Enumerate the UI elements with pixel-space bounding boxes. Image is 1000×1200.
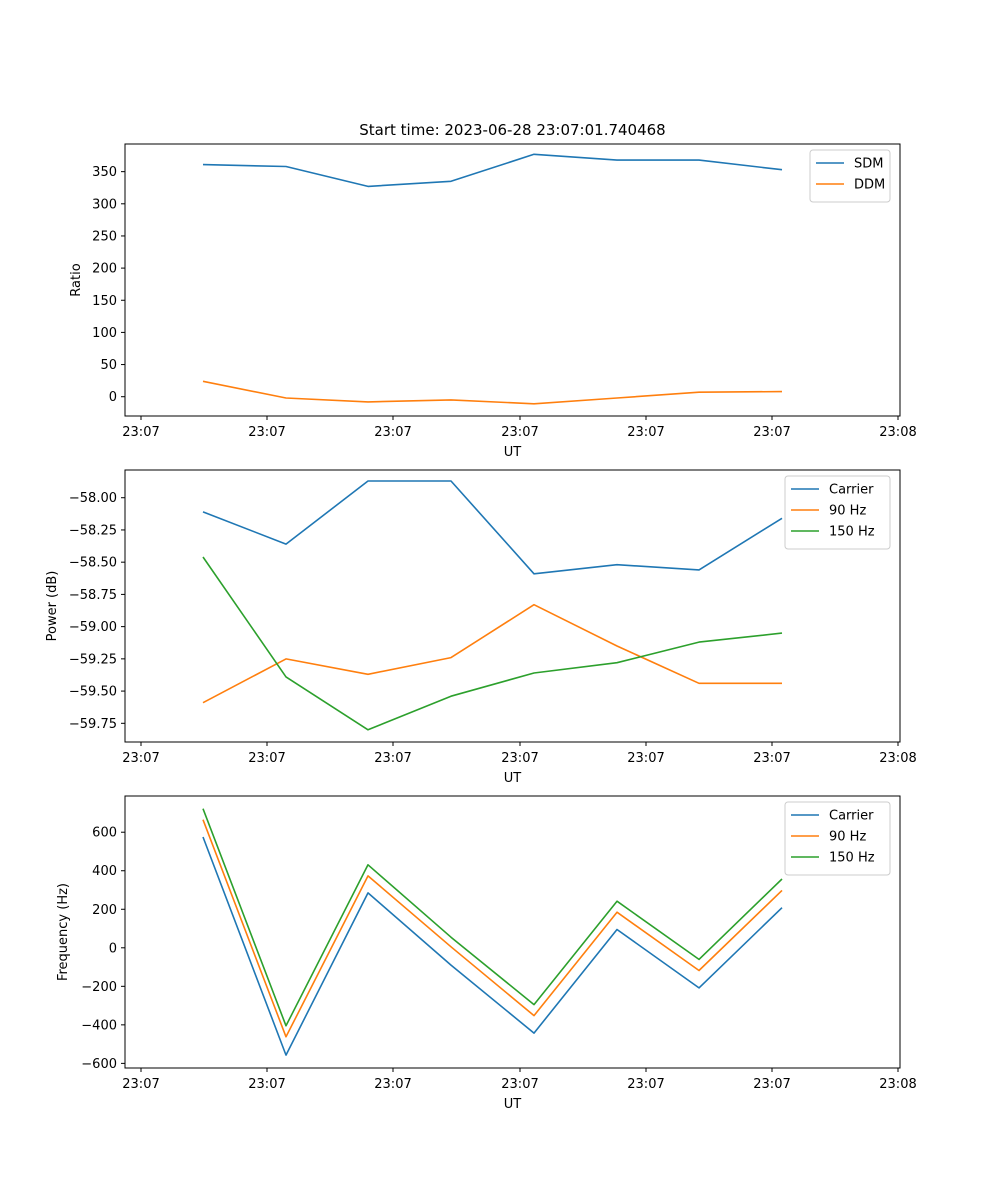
plot-frame (124, 143, 901, 417)
y-tick-label: 300 (92, 197, 117, 212)
y-tick-label: −58.25 (69, 523, 117, 538)
chart-panel-2: 23:07 23:07 23:07 23:07 23:07 23:07 23:08 −58.0… (45, 469, 917, 786)
y-tick-label: −58.75 (69, 588, 117, 603)
series-line-150-hz (202, 808, 783, 1027)
series-line-90-hz (202, 603, 782, 704)
y-tick-label: −58.50 (69, 556, 117, 571)
y-tick-label: −59.50 (69, 685, 117, 700)
legend-entry-label: 90 Hz (829, 504, 866, 519)
x-tick-label: 23:07 (501, 751, 538, 766)
y-tick-label: 150 (92, 294, 117, 309)
y-tick-label: 400 (92, 864, 117, 879)
plot-frame (124, 469, 901, 743)
y-tick-label: 50 (100, 358, 117, 373)
series-line-carrier (202, 836, 783, 1056)
x-tick-label: 23:07 (248, 425, 285, 440)
plot-frame (124, 795, 901, 1069)
y-tick-label: −600 (81, 1057, 117, 1072)
x-tick-label: 23:07 (627, 425, 664, 440)
panels: 23:07 23:07 23:07 23:07 23:07 23:07 23:08 0 50 10… (45, 121, 917, 1112)
x-tick-label: 23:07 (627, 751, 664, 766)
legend-entry-label: 150 Hz (829, 525, 875, 540)
legend-entry-label: 150 Hz (829, 851, 875, 866)
series-line-ddm (202, 380, 783, 405)
legend-entry-label: 90 Hz (829, 830, 866, 845)
y-tick-label: 600 (92, 826, 117, 841)
chart-title: Start time: 2023-06-28 23:07:01.740468 (359, 121, 665, 139)
x-tick-label: 23:07 (753, 1077, 790, 1092)
x-axis-label: UT (504, 771, 522, 786)
x-tick-label: 23:07 (501, 425, 538, 440)
y-axis-label: Frequency (Hz) (56, 883, 71, 981)
x-tick-label: 23:07 (122, 751, 159, 766)
x-tick-label: 23:07 (122, 1077, 159, 1092)
y-tick-label: 250 (92, 229, 117, 244)
x-tick-label: 23:07 (248, 1077, 285, 1092)
chart-panel-3: 23:07 23:07 23:07 23:07 23:07 23:07 23:08 −600 −… (56, 795, 917, 1112)
series-line-carrier (202, 480, 783, 575)
legend-entry-label: DDM (854, 178, 885, 193)
legend-entry-label: Carrier (829, 483, 874, 498)
legend-entry-label: SDM (854, 157, 883, 172)
y-tick-label: 350 (92, 165, 117, 180)
y-tick-label: 0 (109, 390, 117, 405)
x-tick-label: 23:07 (753, 751, 790, 766)
x-tick-label: 23:07 (374, 1077, 411, 1092)
x-tick-label: 23:07 (374, 751, 411, 766)
legend: SDM DDM (809, 149, 891, 203)
y-tick-label: 200 (92, 262, 117, 277)
x-tick-label: 23:07 (248, 751, 285, 766)
x-tick-label: 23:07 (374, 425, 411, 440)
x-tick-label: 23:07 (753, 425, 790, 440)
x-axis-label: UT (504, 1097, 522, 1112)
x-axis-label: UT (504, 445, 522, 460)
y-tick-label: 100 (92, 326, 117, 341)
chart-panel-1: 23:07 23:07 23:07 23:07 23:07 23:07 23:08 0 50 10… (69, 121, 917, 460)
y-tick-label: −200 (81, 980, 117, 995)
y-tick-label: −58.00 (69, 491, 117, 506)
x-tick-label: 23:07 (501, 1077, 538, 1092)
x-tick-label: 23:07 (627, 1077, 664, 1092)
y-tick-label: −59.00 (69, 620, 117, 635)
y-tick-label: −59.75 (69, 717, 117, 732)
legend: Carrier 90 Hz 150 Hz (784, 475, 891, 550)
x-tick-label: 23:08 (879, 425, 916, 440)
y-tick-label: 0 (109, 941, 117, 956)
x-tick-label: 23:08 (879, 751, 916, 766)
x-tick-label: 23:07 (122, 425, 159, 440)
y-tick-label: −400 (81, 1018, 117, 1033)
series-line-sdm (202, 153, 783, 188)
legend: Carrier 90 Hz 150 Hz (784, 801, 891, 876)
legend-entry-label: Carrier (829, 809, 874, 824)
series-line-150-hz (202, 556, 783, 731)
series-line-90-hz (202, 819, 783, 1038)
y-tick-label: −59.25 (69, 652, 117, 667)
y-axis-label: Power (dB) (45, 571, 60, 642)
y-tick-label: 200 (92, 903, 117, 918)
x-tick-label: 23:08 (879, 1077, 916, 1092)
y-axis-label: Ratio (69, 263, 84, 296)
